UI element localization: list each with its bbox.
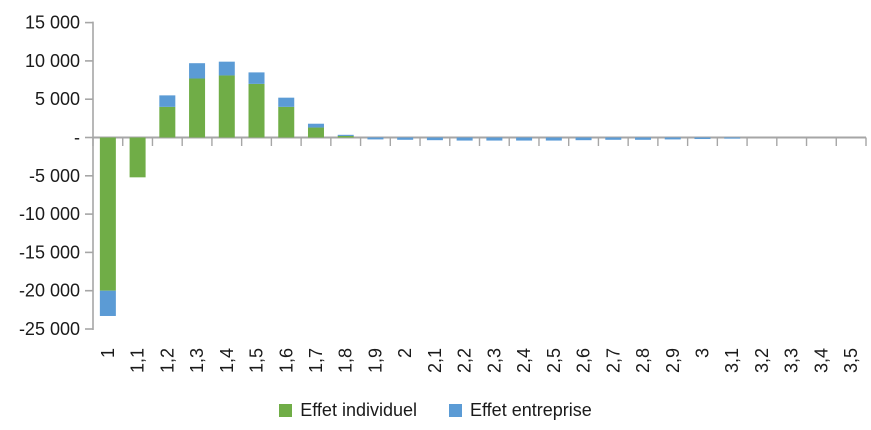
bar-segment (724, 137, 741, 139)
bar-segment (397, 137, 414, 140)
x-tick-label: 2,7 (603, 348, 623, 373)
x-tick-label: 1,9 (365, 348, 385, 373)
y-tick-label: -10 000 (19, 204, 80, 224)
bar-segment (456, 137, 473, 141)
y-tick-label: -25 000 (19, 319, 80, 339)
bar-segment (248, 72, 265, 84)
legend-label-effet-individuel: Effet individuel (300, 399, 417, 420)
bar-segment (605, 137, 622, 140)
x-tick-label: 2,5 (544, 348, 564, 373)
legend-swatch-blue-icon (449, 403, 462, 417)
x-tick-label: 3,1 (722, 348, 742, 373)
x-tick-label: 1,2 (157, 348, 177, 373)
x-tick-label: 2,6 (574, 348, 594, 373)
x-tick-label: 1,5 (247, 348, 267, 373)
bar-segment (218, 61, 235, 76)
bar-segment (218, 75, 235, 138)
bar-segment (278, 106, 295, 138)
bar-segment (337, 135, 354, 138)
x-tick-label: 2,2 (455, 348, 475, 373)
x-tick-label: 1,8 (336, 348, 356, 373)
bar-segment (664, 137, 681, 140)
x-tick-label: 1 (98, 348, 118, 358)
y-tick-label: 10 000 (25, 51, 80, 71)
x-tick-label: 1,1 (128, 348, 148, 373)
bar-segment (99, 137, 116, 291)
y-tick-label: 15 000 (25, 13, 80, 33)
x-tick-label: 1,4 (217, 348, 237, 373)
x-tick-label: 3,2 (752, 348, 772, 373)
bar-segment (635, 137, 652, 140)
bar-segment (575, 137, 592, 141)
bar-segment (337, 134, 354, 136)
legend-item-effet-individuel: Effet individuel (279, 400, 417, 421)
bar-segment (367, 137, 384, 140)
legend-swatch-green-icon (279, 403, 293, 417)
y-tick-label: - (74, 128, 80, 148)
x-tick-label: 2,8 (633, 348, 653, 373)
bar-segment (159, 106, 176, 138)
bar-segment (486, 137, 503, 141)
x-tick-label: 3,3 (782, 348, 802, 373)
bar-segment (694, 137, 711, 140)
bar-segment (545, 137, 562, 141)
bar-segment (307, 123, 324, 128)
x-tick-label: 3,5 (841, 348, 861, 373)
legend-label-effet-entreprise: Effet entreprise (470, 399, 592, 420)
x-tick-label: 2,3 (484, 348, 504, 373)
x-tick-label: 2,1 (425, 348, 445, 373)
x-tick-label: 3 (692, 348, 712, 358)
x-tick-label: 2,9 (663, 348, 683, 373)
x-tick-label: 2 (395, 348, 415, 358)
bar-segment (516, 137, 533, 141)
bar-segment (278, 97, 295, 107)
y-tick-label: -15 000 (19, 242, 80, 262)
x-tick-label: 3,4 (811, 348, 831, 373)
bar-segment (159, 95, 176, 107)
y-tick-label: -20 000 (19, 281, 80, 301)
bar-segment (129, 137, 146, 178)
bar-chart-svg: 15 000 10 000 5 000 - -5 000 -10 000 -15 000 -2… (19, 13, 867, 373)
bar-segment (189, 63, 206, 79)
legend: Effet individuel Effet entreprise (0, 394, 871, 426)
x-tick-label: 1,6 (276, 348, 296, 373)
y-tick-label: -5 000 (29, 166, 80, 186)
bar-segment (248, 83, 265, 138)
x-tick-label: 1,3 (187, 348, 207, 373)
y-tick-label: 5 000 (35, 89, 80, 109)
bar-segment (307, 127, 324, 138)
x-tick-label: 2,4 (514, 348, 534, 373)
x-tick-label: 1,7 (306, 348, 326, 373)
bar-segment (426, 137, 443, 141)
bar-segment (99, 290, 116, 316)
legend-item-effet-entreprise: Effet entreprise (449, 400, 592, 421)
bar-segment (189, 78, 206, 138)
